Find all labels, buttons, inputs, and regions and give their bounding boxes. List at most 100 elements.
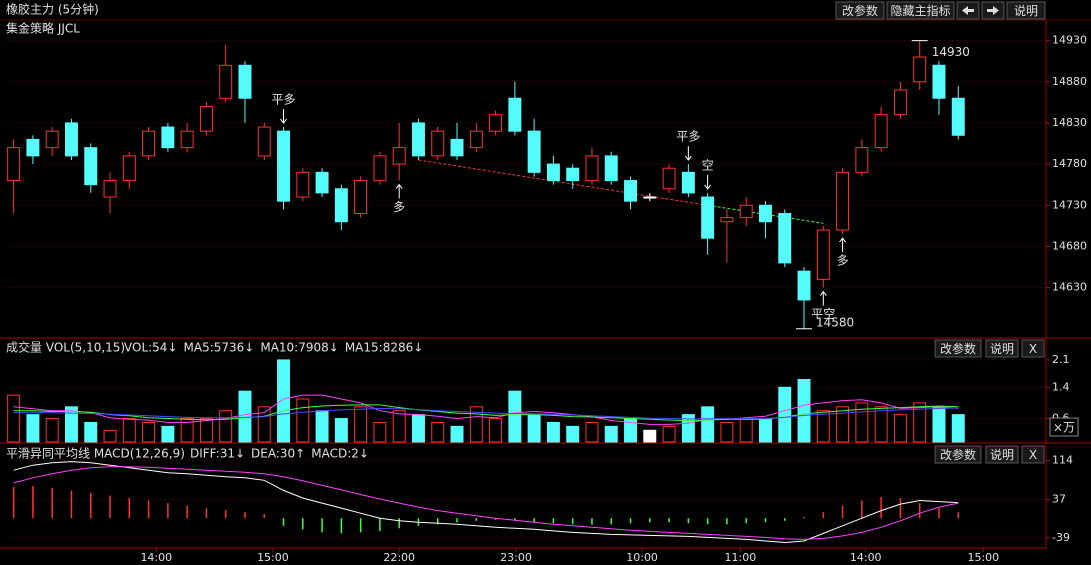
- volume-bar: [354, 406, 368, 443]
- x-tick-label: 14:00: [140, 551, 172, 564]
- button-label[interactable]: 说明: [990, 341, 1014, 356]
- volume-bar: [373, 421, 387, 443]
- button[interactable]: 改参数: [934, 339, 982, 358]
- button[interactable]: 说明: [985, 339, 1019, 358]
- candle-body: [103, 180, 117, 198]
- y-tick-label: 14880: [1052, 75, 1087, 88]
- button-frame[interactable]: [835, 1, 885, 20]
- volume-bar: [932, 406, 946, 443]
- candle-body: [662, 167, 676, 190]
- volume-bar: [26, 414, 40, 443]
- signal-label: 多: [393, 200, 405, 214]
- button-frame[interactable]: [1021, 445, 1045, 464]
- candle-body: [180, 130, 194, 149]
- button-frame[interactable]: [1021, 339, 1045, 358]
- volume-bar: [527, 414, 541, 443]
- candle-body: [932, 64, 946, 99]
- button-label[interactable]: X: [1029, 448, 1037, 462]
- legend-entry: MA5:5736↓: [184, 341, 255, 355]
- button-frame[interactable]: [934, 339, 982, 358]
- candle-body: [199, 105, 213, 132]
- volume-bar: [797, 378, 811, 443]
- volume-bar: [489, 418, 503, 443]
- candle-body: [624, 180, 638, 202]
- button-label[interactable]: 改参数: [940, 447, 976, 462]
- candle-body: [585, 155, 599, 182]
- candle-body: [161, 126, 175, 149]
- indicator-line: [13, 404, 959, 422]
- volume-bar: [257, 406, 271, 443]
- volume-bar: [874, 406, 888, 443]
- button-label[interactable]: 隐藏主指标: [890, 3, 950, 18]
- volume-bar: [701, 406, 715, 443]
- candle-body: [489, 114, 503, 132]
- candle-body: [122, 155, 136, 182]
- candle-body: [334, 188, 348, 223]
- volume-bar: [296, 398, 310, 443]
- candle-body: [836, 171, 850, 231]
- legend-entry: VOL:54↓: [124, 341, 178, 355]
- volume-bar: [585, 421, 599, 443]
- candle-body: [604, 155, 618, 182]
- y-tick-label: 1.4: [1052, 380, 1070, 393]
- candle-body: [45, 130, 59, 149]
- button[interactable]: 说明: [1006, 1, 1046, 20]
- button-frame[interactable]: [934, 445, 982, 464]
- extreme-label: 14580: [816, 315, 854, 329]
- signal-arrow-head: [839, 237, 846, 243]
- x-tick-label: 15:00: [257, 551, 289, 564]
- button[interactable]: 改参数: [835, 1, 885, 20]
- volume-bar: [45, 418, 59, 443]
- panel-title: 平滑异同平均线 MACD(12,26,9): [6, 447, 185, 461]
- button-label[interactable]: X: [1029, 342, 1037, 356]
- button[interactable]: X: [1021, 445, 1045, 464]
- candle-body: [527, 130, 541, 173]
- signal-label: 空: [702, 158, 714, 172]
- button-frame[interactable]: [886, 1, 955, 20]
- volume-bar: [450, 425, 464, 443]
- candle-body: [238, 64, 252, 99]
- next-button[interactable]: [981, 1, 1005, 20]
- legend-entry: MA15:8286↓: [345, 341, 423, 355]
- button[interactable]: 隐藏主指标: [886, 1, 955, 20]
- candle-body: [277, 130, 291, 202]
- button-frame[interactable]: [1006, 1, 1046, 20]
- volume-bar: [411, 414, 425, 443]
- button[interactable]: 说明: [985, 445, 1019, 464]
- button[interactable]: X: [1021, 339, 1045, 358]
- button-label[interactable]: 说明: [1014, 3, 1038, 18]
- candle-body: [701, 196, 715, 239]
- button-frame[interactable]: [985, 445, 1019, 464]
- candle-body: [296, 171, 310, 198]
- prev-button[interactable]: [956, 1, 980, 20]
- signal-label: 平多: [676, 130, 700, 144]
- x-tick-label: 23:00: [500, 551, 532, 564]
- signal-line: [418, 159, 708, 206]
- button-label[interactable]: 改参数: [940, 341, 976, 356]
- indicator-line: [13, 466, 959, 540]
- volume-bar: [508, 390, 522, 443]
- y-tick-label: 14780: [1052, 157, 1087, 170]
- unit-box: [1049, 417, 1079, 437]
- volume-bar: [855, 402, 869, 443]
- volume-bar: [180, 418, 194, 443]
- legend-entry: DIFF:31↓: [190, 447, 245, 461]
- legend-entry: MA10:7908↓: [260, 341, 338, 355]
- candle-body: [219, 64, 233, 99]
- candle-body: [26, 138, 40, 157]
- volume-bar: [7, 394, 21, 443]
- candle-body: [508, 97, 522, 132]
- candle-body: [392, 147, 406, 165]
- volume-bar: [161, 425, 175, 443]
- button-label[interactable]: 说明: [990, 447, 1014, 462]
- volume-bar: [546, 421, 560, 443]
- candle-body: [354, 180, 368, 214]
- volume-bar: [334, 418, 348, 443]
- y-tick-label: 14630: [1052, 281, 1087, 294]
- button[interactable]: 改参数: [934, 445, 982, 464]
- button-label[interactable]: 改参数: [842, 3, 878, 18]
- button-frame[interactable]: [985, 339, 1019, 358]
- indicator-line: [13, 394, 959, 425]
